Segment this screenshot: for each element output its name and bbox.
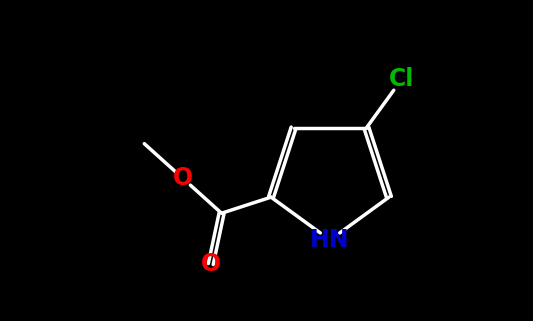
Text: O: O xyxy=(173,166,193,190)
Text: Cl: Cl xyxy=(389,67,415,91)
Text: HN: HN xyxy=(310,228,350,252)
Text: O: O xyxy=(201,252,221,276)
